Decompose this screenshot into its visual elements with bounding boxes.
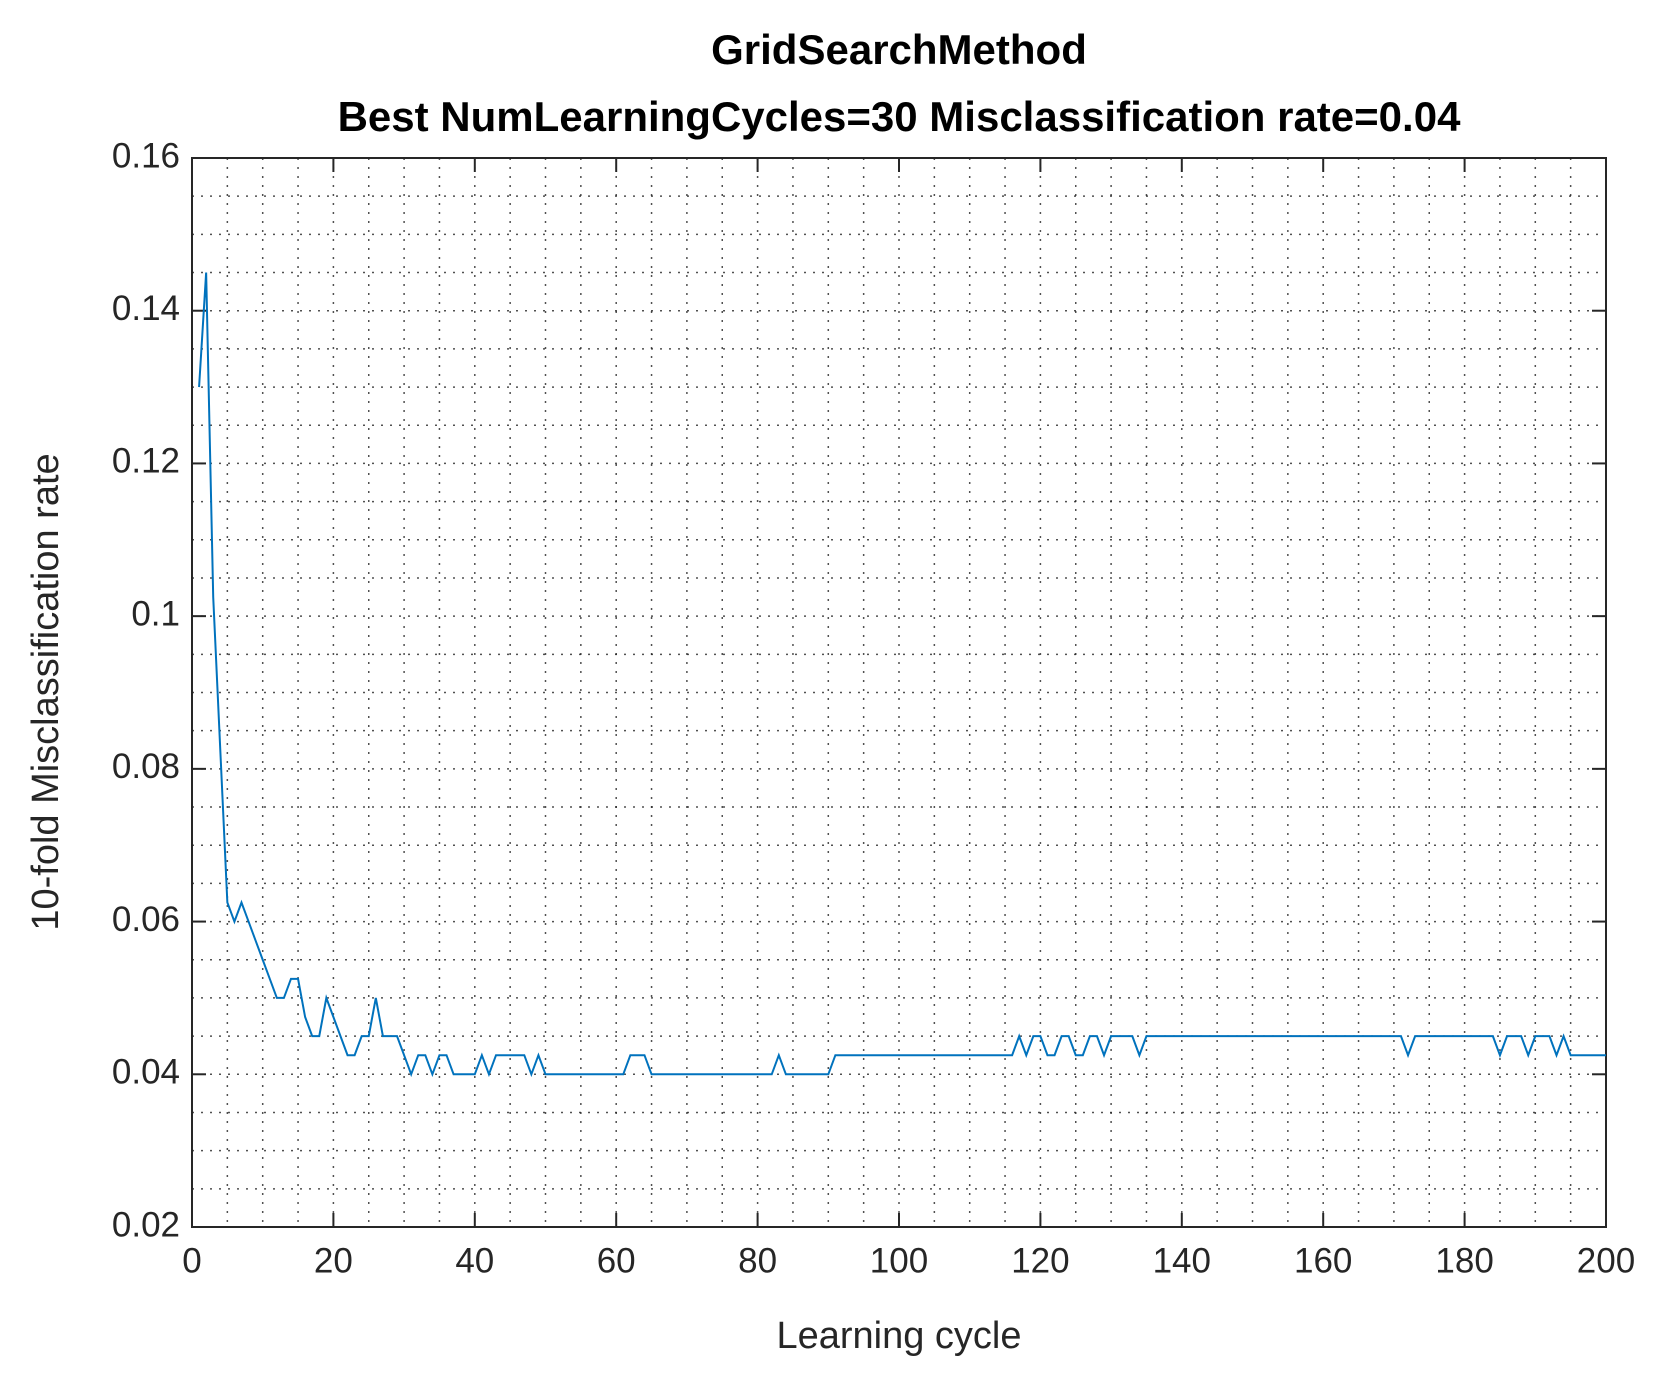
x-tick-label: 0 [182, 1241, 201, 1280]
y-tick-label: 0.02 [112, 1205, 180, 1244]
y-tick-label: 0.04 [112, 1053, 180, 1092]
x-tick-label: 80 [738, 1241, 777, 1280]
x-tick-label: 160 [1294, 1241, 1352, 1280]
y-tick-label: 0.08 [112, 747, 180, 786]
chart-subtitle: Best NumLearningCycles=30 Misclassificat… [338, 93, 1461, 140]
chart-title: GridSearchMethod [711, 26, 1087, 73]
data-line [198, 272, 1606, 1078]
y-tick-label: 0.16 [112, 136, 180, 175]
x-tick-label: 200 [1577, 1241, 1635, 1280]
x-tick-label: 60 [597, 1241, 636, 1280]
y-tick-label: 0.06 [112, 900, 180, 939]
x-tick-label: 140 [1153, 1241, 1211, 1280]
y-tick-label: 0.1 [131, 594, 180, 633]
x-tick-label: 40 [455, 1241, 494, 1280]
plot-frame [191, 157, 1607, 1228]
x-tick-label: 20 [314, 1241, 353, 1280]
y-tick-label: 0.14 [112, 289, 180, 328]
x-tick-label: 180 [1435, 1241, 1493, 1280]
x-axis-label: Learning cycle [776, 1315, 1021, 1357]
y-axis-label: 10-fold Misclassification rate [25, 453, 67, 930]
x-tick-label: 100 [870, 1241, 928, 1280]
y-tick-label: 0.12 [112, 442, 180, 481]
x-tick-label: 120 [1011, 1241, 1069, 1280]
